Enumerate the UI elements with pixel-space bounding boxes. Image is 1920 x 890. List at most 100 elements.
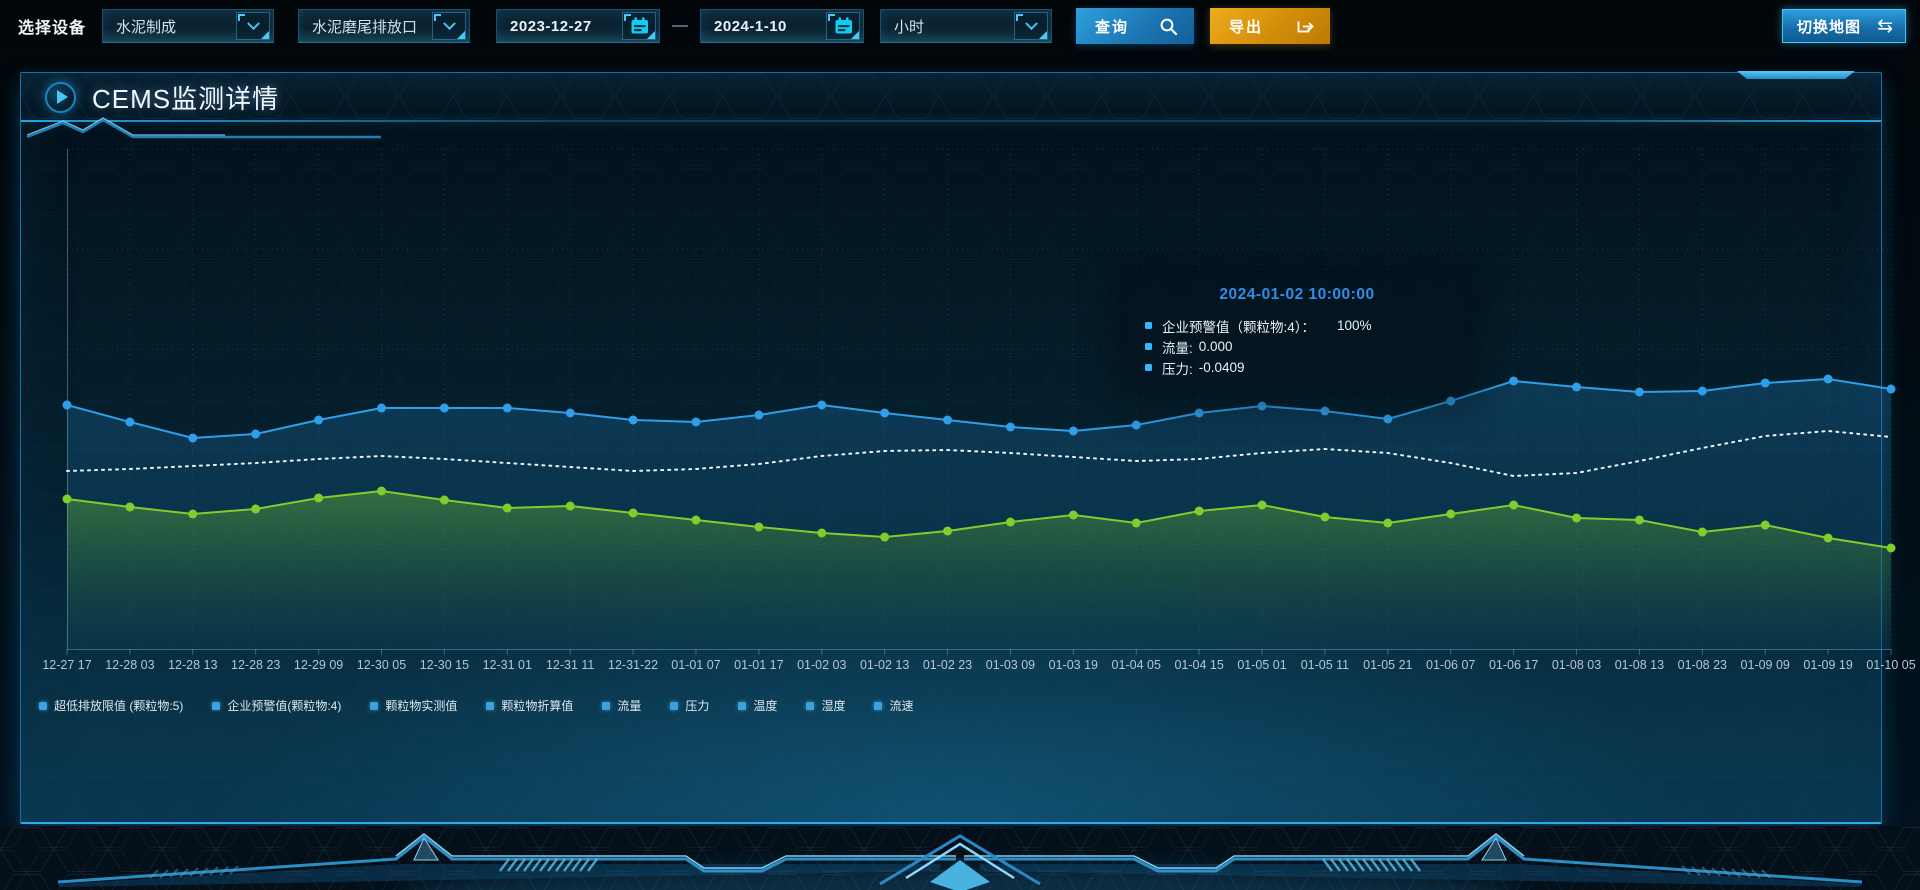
tooltip-row-label: 企业预警值（颗粒物:4）： <box>1162 319 1316 335</box>
legend-marker <box>212 701 221 710</box>
chevron-down-icon <box>236 12 271 40</box>
legend-item[interactable]: 压力 <box>670 697 709 714</box>
x-axis-label: 12-31 01 <box>483 658 532 672</box>
interval-select-value: 小时 <box>894 18 925 36</box>
x-axis-label: 01-05 11 <box>1301 658 1349 672</box>
cems-panel: CEMS监测详情 12-27 17 12-28 03 12-28 13 12-28 2… <box>20 71 1916 824</box>
bottom-decoration <box>0 826 1920 890</box>
interval-select[interactable]: 小时 <box>880 9 1053 43</box>
legend-marker <box>874 701 883 710</box>
tooltip-marker-icon <box>1145 343 1152 350</box>
x-axis-label: 12-31-22 <box>608 658 658 672</box>
axes <box>66 149 1892 655</box>
legend-label: 流速 <box>889 699 914 713</box>
series-lines <box>66 377 1892 549</box>
outlet-select-value: 水泥磨尾排放口 <box>312 18 418 36</box>
x-axis-label: 01-08 03 <box>1552 658 1601 672</box>
cems-chart[interactable]: 12-27 17 12-28 03 12-28 13 12-28 23 12-29 09… <box>42 148 1916 689</box>
switch-map-button[interactable]: 切换地图 ⇆ <box>1782 9 1906 43</box>
x-axis-label: 01-04 15 <box>1174 658 1223 672</box>
query-button-label: 查询 <box>1095 18 1130 36</box>
legend-marker <box>39 701 47 710</box>
device-select[interactable]: 水泥制成 <box>102 9 275 43</box>
legend-label: 颗粒物实测值 <box>385 699 458 713</box>
legend-item[interactable]: 超低排放限值 (颗粒物:5) <box>39 697 183 714</box>
outlet-select[interactable]: 水泥磨尾排放口 <box>298 9 471 43</box>
legend-label: 压力 <box>685 699 710 713</box>
tooltip-row-value: -0.0409 <box>1198 360 1245 375</box>
x-axis-label: 12-30 15 <box>420 658 469 672</box>
legend-item[interactable]: 颗粒物折算值 <box>486 697 573 714</box>
x-axis-label: 01-02 23 <box>923 658 972 672</box>
x-axis-label: 01-01 17 <box>734 658 783 672</box>
tooltip-row: 流量: 0.000 <box>1145 336 1449 357</box>
chart-legend: 超低排放限值 (颗粒物:5) 企业预警值(颗粒物:4) 颗粒物实测值 颗粒物折算值 流量… <box>39 697 913 714</box>
legend-item[interactable]: 颗粒物实测值 <box>370 697 457 714</box>
x-axis-label: 01-03 19 <box>1049 658 1098 672</box>
x-axis-label: 01-06 17 <box>1489 658 1538 672</box>
toolbar: 选择设备 水泥制成 水泥磨尾排放口 2023-12-27 — 2024-1-10 <box>0 0 1920 52</box>
chevron-down-icon <box>432 12 467 40</box>
x-axis-label: 01-10 05 <box>1866 658 1915 672</box>
tooltip-marker-icon <box>1145 322 1152 329</box>
x-axis-label: 01-01 07 <box>671 658 720 672</box>
tooltip-row: 企业预警值（颗粒物:4）： 100% <box>1145 315 1449 336</box>
series-markers <box>62 374 1896 553</box>
x-axis-labels: 12-27 17 12-28 03 12-28 13 12-28 23 12-29 09… <box>42 658 1915 672</box>
tooltip-row: 压力: -0.0409 <box>1145 357 1449 378</box>
x-axis-label: 01-09 09 <box>1741 658 1790 672</box>
chevron-down-icon <box>1014 12 1049 40</box>
tooltip-row-value: 0.000 <box>1198 339 1233 354</box>
tooltip-rows: 企业预警值（颗粒物:4）： 100% 流量: 0.000 压力: -0.0409 <box>1145 315 1449 378</box>
legend-label: 颗粒物折算值 <box>501 699 574 713</box>
x-axis-label: 01-08 13 <box>1615 658 1664 672</box>
search-icon <box>1160 18 1178 35</box>
panel-header: CEMS监测详情 <box>21 71 1881 139</box>
x-axis-label: 12-28 23 <box>231 658 280 672</box>
series-areas <box>67 379 1891 649</box>
legend-marker <box>602 701 611 710</box>
tooltip-row-label: 压力: <box>1162 361 1193 377</box>
start-date-input[interactable]: 2023-12-27 <box>496 9 661 43</box>
calendar-icon <box>622 12 657 40</box>
x-axis-label: 12-27 17 <box>42 658 91 672</box>
legend-marker <box>370 701 379 710</box>
query-button[interactable]: 查询 <box>1076 8 1195 44</box>
legend-marker <box>738 701 747 710</box>
play-icon <box>45 81 76 113</box>
start-date-value: 2023-12-27 <box>510 17 592 35</box>
x-axis-label: 12-28 13 <box>168 658 217 672</box>
x-axis-label: 12-28 03 <box>105 658 154 672</box>
chart-tooltip: 2024-01-02 10:00:00 企业预警值（颗粒物:4）： 100% 流量:… <box>1129 273 1467 392</box>
x-axis-label: 01-06 07 <box>1426 658 1475 672</box>
x-axis-label: 12-29 09 <box>294 658 343 672</box>
tooltip-row-value: 100% <box>1337 318 1372 333</box>
device-select-value: 水泥制成 <box>116 18 177 36</box>
calendar-icon <box>826 12 861 40</box>
x-axis-label: 01-05 21 <box>1363 658 1412 672</box>
panel-title: CEMS监测详情 <box>92 83 280 114</box>
x-axis-label: 01-04 05 <box>1112 658 1161 672</box>
swap-icon: ⇆ <box>1877 15 1893 37</box>
legend-item[interactable]: 湿度 <box>806 697 845 714</box>
legend-item[interactable]: 流量 <box>602 697 641 714</box>
legend-label: 企业预警值(颗粒物:4) <box>227 699 342 713</box>
export-button[interactable]: 导出 <box>1210 8 1331 44</box>
legend-item[interactable]: 流速 <box>874 697 913 714</box>
tooltip-title: 2024-01-02 10:00:00 <box>1219 286 1375 303</box>
date-range-separator: — <box>672 17 689 34</box>
legend-item[interactable]: 企业预警值(颗粒物:4) <box>212 697 341 714</box>
x-axis-label: 01-02 03 <box>797 658 846 672</box>
legend-marker <box>486 701 495 710</box>
x-axis-label: 12-30 05 <box>357 658 406 672</box>
x-axis-label: 12-31 11 <box>546 658 594 672</box>
header-notch-accent <box>1737 71 1855 79</box>
switch-map-label: 切换地图 <box>1797 18 1862 36</box>
legend-label: 湿度 <box>821 699 846 713</box>
header-divider <box>21 120 1881 122</box>
end-date-input[interactable]: 2024-1-10 <box>700 9 865 43</box>
x-axis-label: 01-05 01 <box>1237 658 1286 672</box>
legend-label: 超低排放限值 (颗粒物:5) <box>54 699 184 713</box>
legend-item[interactable]: 温度 <box>738 697 777 714</box>
tooltip-marker-icon <box>1145 364 1152 371</box>
